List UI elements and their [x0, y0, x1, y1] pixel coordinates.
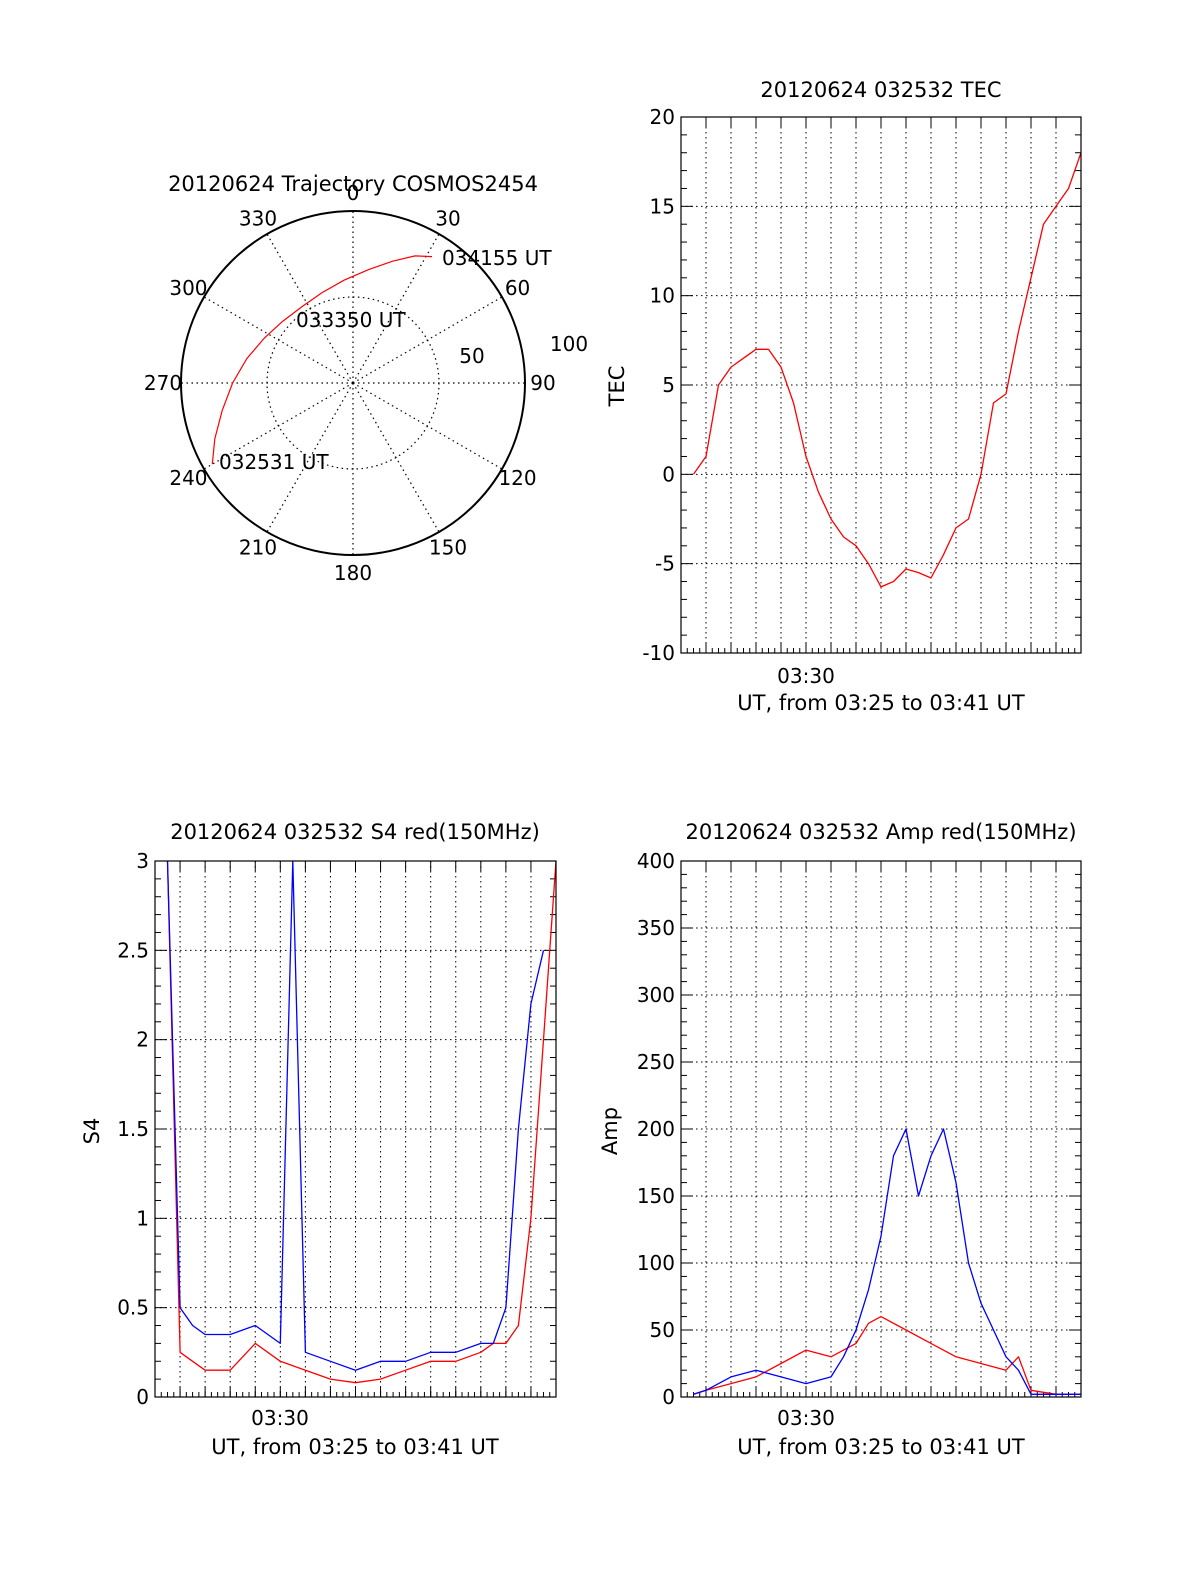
s4-series-0: [166, 860, 557, 1384]
tec-series-group: [692, 152, 1082, 588]
trajectory-annotation-start: 032531 UT: [219, 450, 329, 474]
polar-angle-label: 150: [429, 536, 467, 560]
s4-xtick-label: 03:30: [251, 1406, 309, 1430]
polar-spoke: [266, 233, 354, 384]
s4-ytick-label: 1.5: [117, 1117, 149, 1141]
amp-xtick-label: 03:30: [777, 1406, 835, 1430]
tec-ytick-label: 0: [662, 462, 675, 486]
amp-ytick-label: 300: [637, 983, 675, 1007]
amp-ytick-label: 0: [662, 1385, 675, 1409]
s4-ylabel: S4: [80, 1118, 104, 1145]
polar-angle-label: 330: [239, 206, 277, 230]
amp-series-group: [693, 1128, 1081, 1395]
polar-angle-label: 180: [334, 561, 372, 585]
s4-ytick-label: 1: [136, 1206, 149, 1230]
tec-ytick-label: -10: [642, 641, 675, 665]
polar-angle-labels: 0 30 60 90 120 150 180 210 240 270 300 330: [144, 181, 556, 585]
amp-ytick-label: 400: [637, 849, 675, 873]
s4-title: 20120624 032532 S4 red(150MHz): [170, 820, 540, 844]
amp-yticks: 0 50 100 150 200 250 300 350 400: [637, 849, 675, 1409]
tec-ytick-label: 20: [650, 105, 675, 129]
tec-yticks: -10 -5 0 5 10 15 20: [642, 105, 675, 665]
tec-grid: [680, 116, 1081, 654]
tec-ytick-label: 10: [650, 284, 675, 308]
polar-angle-label: 120: [498, 466, 536, 490]
polar-angle-label: 60: [505, 276, 530, 300]
s4-ytick-label: 2.5: [117, 938, 149, 962]
s4-series-group: [166, 860, 557, 1384]
s4-xlabel: UT, from 03:25 to 03:41 UT: [211, 1435, 499, 1459]
polar-spoke: [352, 382, 440, 533]
polar-angle-label: 210: [239, 536, 277, 560]
tec-xlabel: UT, from 03:25 to 03:41 UT: [737, 691, 1025, 715]
amp-series-1: [693, 1128, 1081, 1395]
s4-frame: [154, 860, 557, 1398]
trajectory-annotation-end: 034155 UT: [442, 246, 552, 270]
polar-angle-label: 300: [169, 276, 207, 300]
tec-title: 20120624 032532 TEC: [760, 78, 1001, 102]
amp-ytick-label: 200: [637, 1117, 675, 1141]
polar-angle-label: 240: [169, 466, 207, 490]
s4-chart: 20120624 032532 S4 red(150MHz) S4 UT, fr…: [80, 820, 557, 1459]
polar-angle-label: 90: [530, 371, 555, 395]
radius-label-100: 100: [550, 332, 588, 356]
tec-ytick-label: 15: [650, 194, 675, 218]
s4-ytick-label: 0: [136, 1385, 149, 1409]
s4-yticks: 0 0.5 1 1.5 2 2.5 3: [117, 849, 149, 1409]
tec-xtick-label: 03:30: [777, 664, 835, 688]
s4-ytick-label: 0.5: [117, 1296, 149, 1320]
polar-spoke: [352, 233, 440, 384]
amp-frame: [680, 860, 1082, 1398]
tec-series-0: [692, 152, 1082, 588]
trajectory-annotation-mid: 033350 UT: [296, 308, 406, 332]
s4-series-1: [166, 860, 545, 1371]
amp-chart: 20120624 032532 Amp red(150MHz) Amp UT, …: [598, 820, 1082, 1459]
trajectory-title: 20120624 Trajectory COSMOS2454: [168, 172, 538, 196]
polar-outer-ring: [180, 210, 526, 556]
s4-ytick-label: 3: [136, 849, 149, 873]
amp-title: 20120624 032532 Amp red(150MHz): [685, 820, 1076, 844]
polar-spoke: [203, 296, 354, 384]
amp-ytick-label: 50: [650, 1318, 675, 1342]
polar-spoke: [352, 296, 503, 384]
s4-grid: [154, 860, 556, 1398]
radius-label-50: 50: [459, 344, 484, 368]
tec-ytick-label: 5: [662, 373, 675, 397]
polar-spoke: [266, 382, 354, 533]
amp-ytick-label: 100: [637, 1251, 675, 1275]
amp-ylabel: Amp: [598, 1107, 622, 1155]
polar-grid: [181, 211, 525, 555]
polar-angle-label: 30: [435, 206, 460, 230]
polar-spoke: [203, 382, 354, 470]
trajectory-chart: 20120624 Trajectory COSMOS2454 0 30 60 90 12…: [144, 172, 588, 585]
tec-ylabel: TEC: [605, 366, 629, 408]
amp-ytick-label: 150: [637, 1184, 675, 1208]
tec-frame: [680, 116, 1082, 654]
tec-ytick-label: -5: [655, 552, 675, 576]
polar-angle-label: 0: [347, 181, 360, 205]
s4-ytick-label: 2: [136, 1028, 149, 1052]
amp-ytick-label: 350: [637, 916, 675, 940]
amp-xlabel: UT, from 03:25 to 03:41 UT: [737, 1435, 1025, 1459]
trajectory-series: [211, 255, 433, 465]
polar-spoke: [352, 382, 503, 470]
amp-ytick-label: 250: [637, 1050, 675, 1074]
amp-series-0: [693, 1315, 1081, 1395]
tec-chart: 20120624 032532 TEC TEC UT, from 03:25 t…: [605, 78, 1082, 715]
polar-angle-label: 270: [144, 371, 182, 395]
